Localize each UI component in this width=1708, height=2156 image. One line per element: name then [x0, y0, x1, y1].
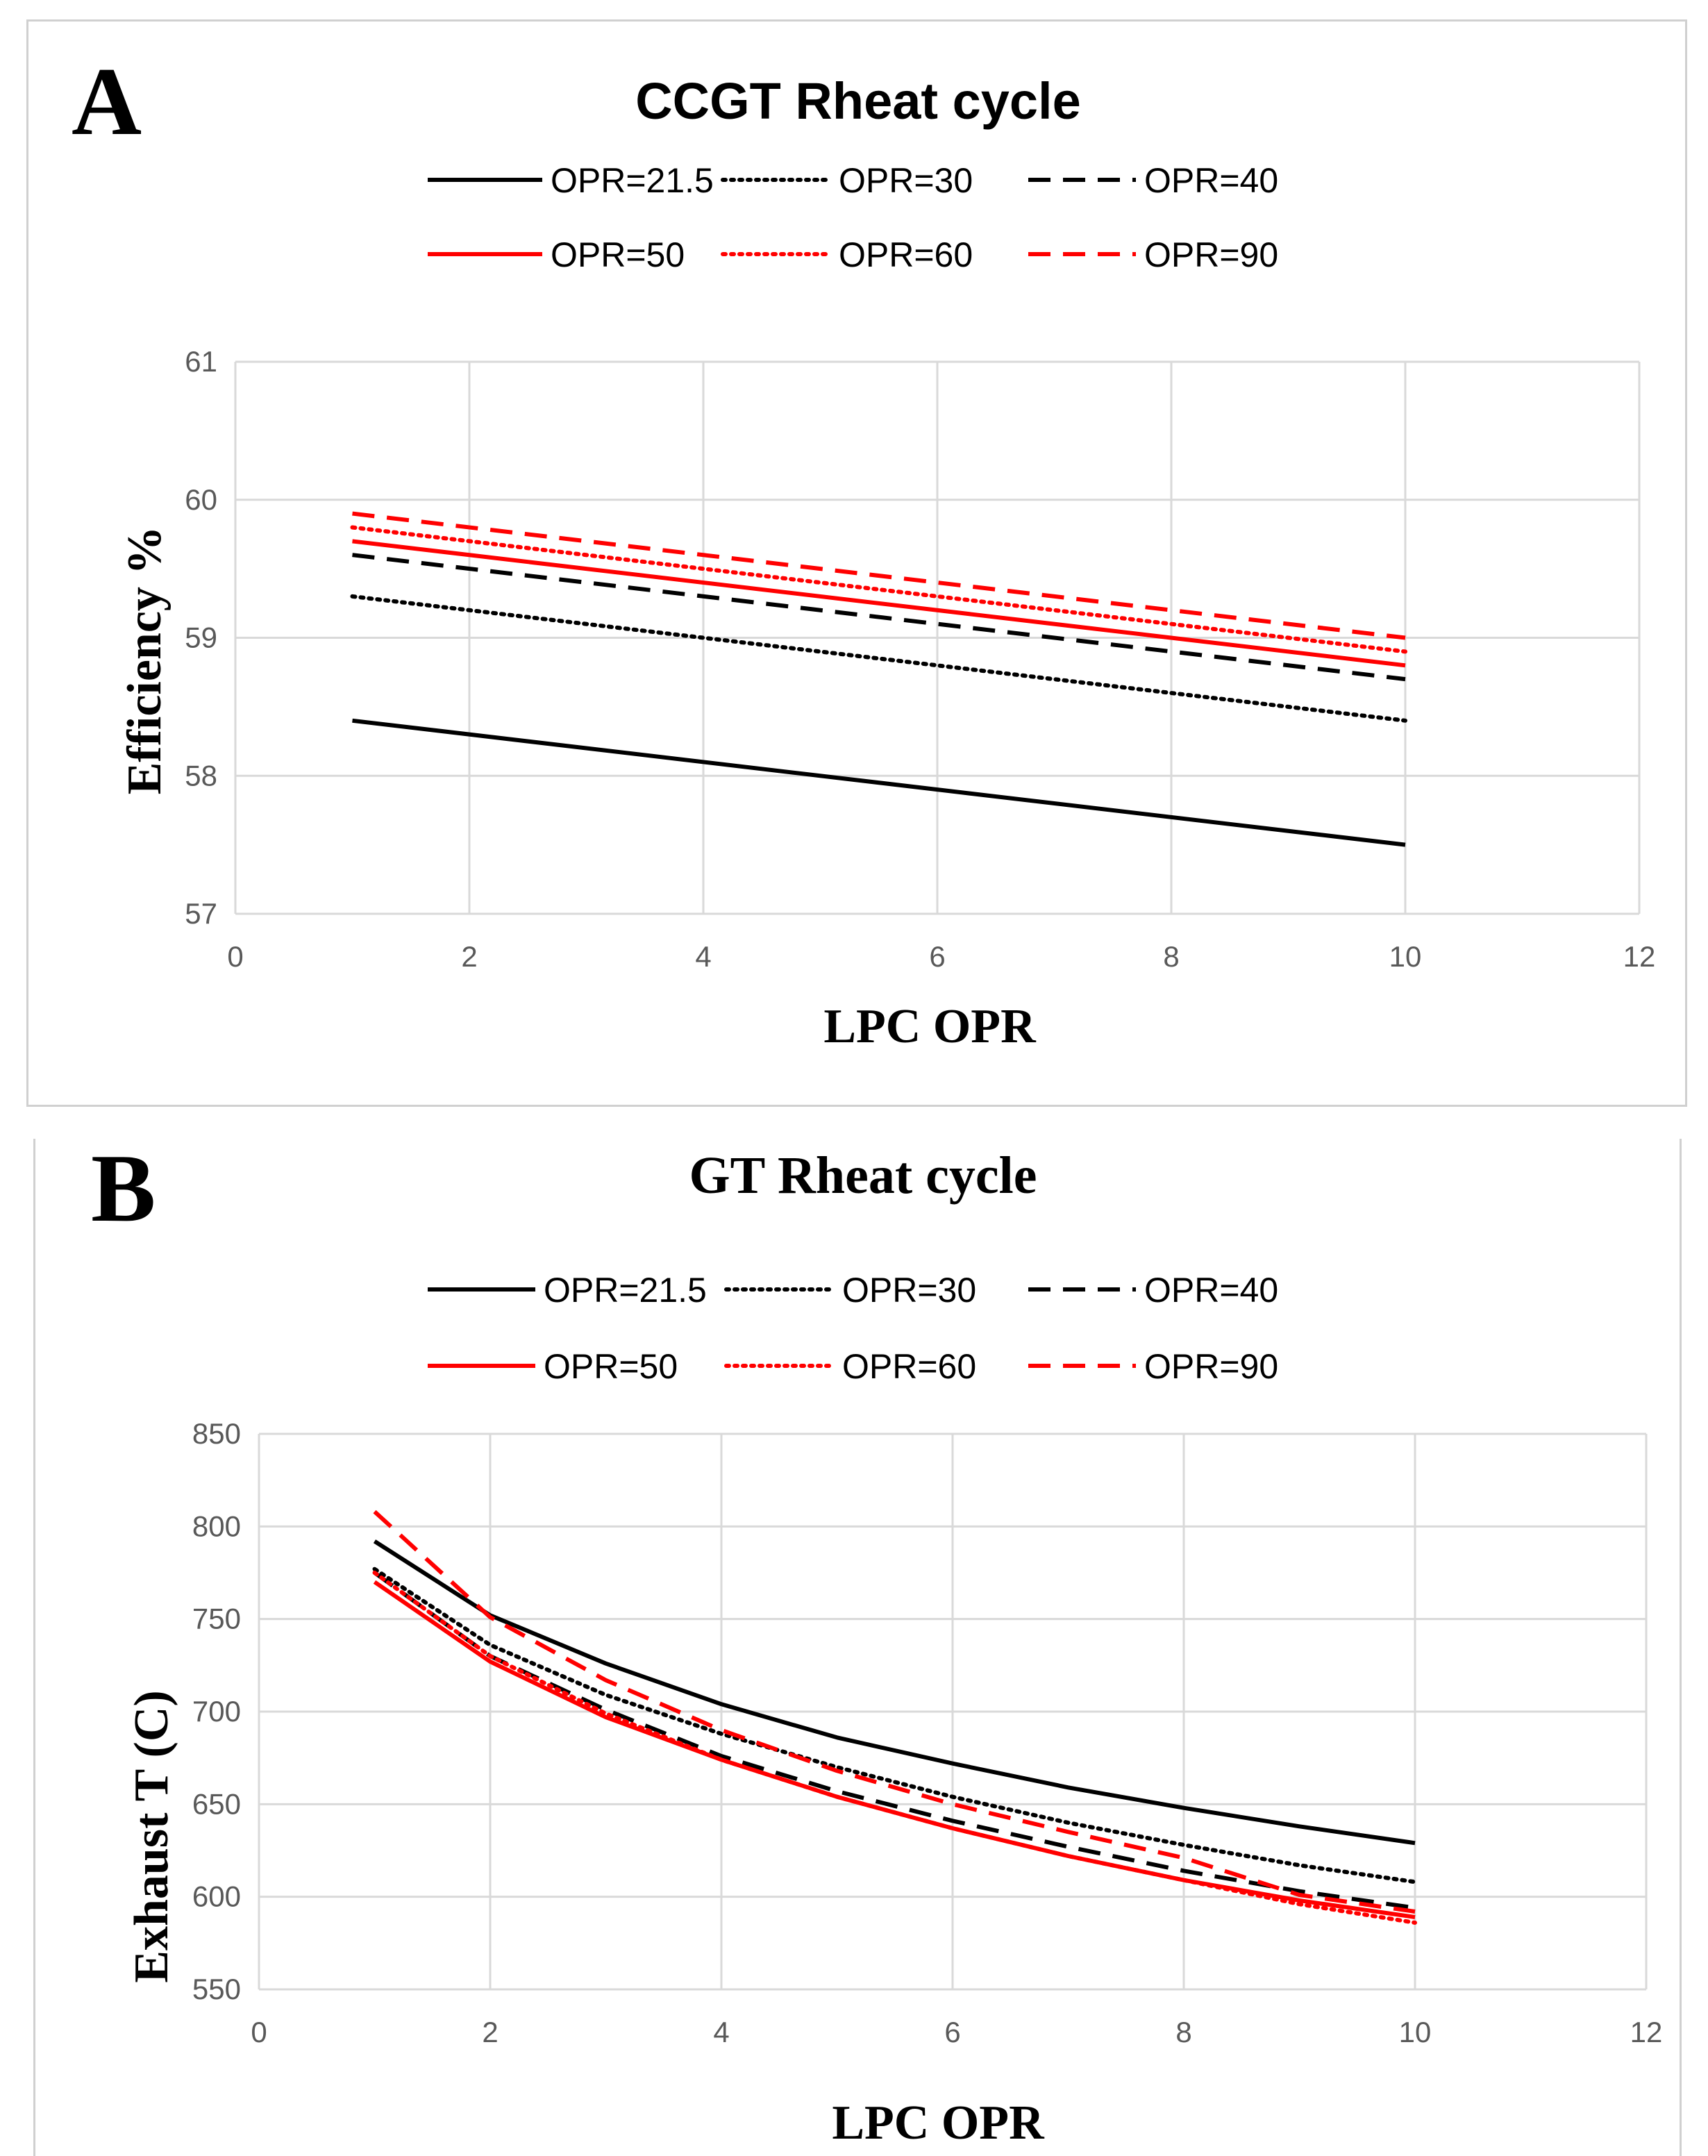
y-tick-label: 59 — [185, 621, 217, 654]
legend-label: OPR=60 — [839, 235, 973, 274]
y-tick-label: 60 — [185, 483, 217, 516]
chart-b-x-axis-label: LPC OPR — [832, 2096, 1045, 2150]
chart-b-grid — [258, 1432, 1648, 1991]
y-tick-label: 61 — [185, 345, 217, 378]
x-tick-label: 6 — [944, 2016, 960, 2048]
legend-label: OPR=50 — [544, 1347, 678, 1386]
series-line-opr-30 — [350, 594, 1407, 723]
chart-a-y-axis-label: Efficiency % — [118, 526, 171, 795]
legend-label: OPR=30 — [842, 1271, 976, 1310]
chart-a-grid — [234, 360, 1641, 915]
chart-panel-a: A CCGT Rheat cycle OPR=21.5 OPR=30 OPR=40 O… — [26, 19, 1687, 1107]
series-line-opr-40 — [373, 1571, 1416, 1910]
series-line-opr-21-5 — [373, 1539, 1416, 1846]
y-tick-label: 750 — [192, 1603, 241, 1635]
y-tick-label: 57 — [185, 897, 217, 930]
chart-b-legend: OPR=21.5 OPR=30 OPR=40 OPR=50 OPR=60 OPR=90 — [428, 1271, 1278, 1386]
x-tick-label: 8 — [1175, 2016, 1191, 2048]
series-line-opr-60 — [372, 1571, 1417, 1925]
x-tick-label: 0 — [227, 940, 243, 973]
legend-label: OPR=30 — [839, 161, 973, 200]
x-tick-label: 0 — [251, 2016, 267, 2048]
legend-label: OPR=50 — [551, 235, 685, 274]
x-tick-label: 10 — [1399, 2016, 1432, 2048]
x-tick-label: 8 — [1163, 940, 1179, 973]
y-tick-label: 550 — [192, 1973, 241, 2005]
x-tick-label: 2 — [461, 940, 477, 973]
x-tick-label: 12 — [1630, 2016, 1663, 2048]
legend-label: OPR=90 — [1144, 1347, 1278, 1386]
x-tick-label: 12 — [1623, 940, 1656, 973]
x-tick-label: 4 — [713, 2016, 729, 2048]
chart-panel-b: B GT Rheat cycle OPR=21.5 OPR=30 OPR=40 OPR… — [33, 1135, 1682, 2156]
chart-a-legend: OPR=21.5 OPR=30 OPR=40 OPR=50 OPR=60 OPR=90 — [428, 161, 1278, 274]
y-tick-label: 850 — [192, 1417, 241, 1450]
x-tick-label: 4 — [695, 940, 711, 973]
chart-b-title: GT Rheat cycle — [689, 1146, 1037, 1205]
y-tick-label: 700 — [192, 1695, 241, 1728]
legend-label: OPR=21.5 — [551, 161, 714, 200]
legend-label: OPR=21.5 — [544, 1271, 707, 1310]
chart-a-ticks: 57 58 59 60 61 0 2 4 6 8 10 12 — [185, 345, 1655, 973]
legend-label: OPR=40 — [1144, 1271, 1278, 1310]
y-tick-label: 650 — [192, 1787, 241, 1820]
x-tick-label: 2 — [482, 2016, 498, 2048]
series-line-opr-40 — [352, 553, 1406, 682]
chart-b-ticks: 550 600 650 700 750 800 850 0 2 4 6 8 10 12 — [192, 1417, 1662, 2048]
y-tick-label: 58 — [185, 759, 217, 792]
legend-label: OPR=60 — [842, 1347, 976, 1386]
chart-a-x-axis-label: LPC OPR — [823, 1000, 1037, 1053]
series-line-opr-50 — [352, 539, 1406, 668]
chart-b-y-axis-label: Exhaust T (C) — [125, 1690, 178, 1982]
x-tick-label: 10 — [1389, 940, 1422, 973]
legend-label: OPR=90 — [1144, 235, 1278, 274]
chart-a-title: CCGT Rheat cycle — [635, 72, 1081, 130]
chart-b-series — [372, 1510, 1417, 1925]
series-line-opr-21-5 — [352, 718, 1406, 847]
y-tick-label: 800 — [192, 1510, 241, 1542]
chart-a-svg: A CCGT Rheat cycle OPR=21.5 OPR=30 OPR=40O… — [72, 48, 1655, 1053]
x-tick-label: 6 — [929, 940, 945, 973]
chart-b-svg: B GT Rheat cycle OPR=21.5 OPR=30 OPR=40OPR… — [91, 1135, 1662, 2150]
series-line-opr-90 — [373, 1510, 1416, 1914]
series-line-opr-30 — [372, 1566, 1417, 1885]
series-line-opr-90 — [352, 511, 1406, 640]
panel-label-b: B — [91, 1135, 156, 1242]
y-tick-label: 600 — [192, 1880, 241, 1913]
series-line-opr-60 — [350, 525, 1407, 654]
chart-a-series — [350, 511, 1407, 847]
panel-label-a: A — [72, 48, 142, 156]
legend-label: OPR=40 — [1144, 161, 1278, 200]
